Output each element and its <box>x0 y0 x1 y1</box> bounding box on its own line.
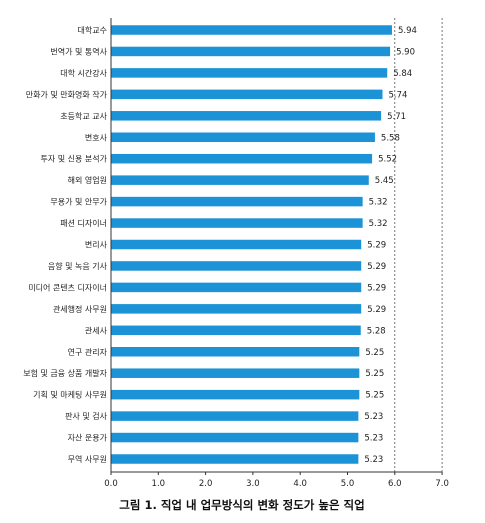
x-tick-label: 5.0 <box>341 479 355 489</box>
category-label: 초등학교 교사 <box>60 111 107 121</box>
value-label: 5.58 <box>381 133 400 143</box>
bar <box>111 153 373 164</box>
value-label: 5.28 <box>367 326 386 336</box>
bar <box>111 132 375 142</box>
category-label: 관세사 <box>85 325 108 335</box>
bar <box>111 368 360 378</box>
category-label: 무역 사무원 <box>68 454 107 464</box>
bar <box>111 347 360 357</box>
category-label: 관세행정 사무원 <box>53 304 107 314</box>
bar <box>111 46 391 57</box>
category-label: 보험 및 금융 상품 개발자 <box>23 368 107 378</box>
bar <box>111 325 361 336</box>
bar <box>111 25 392 35</box>
x-tick-label: 1.0 <box>152 479 166 489</box>
bar <box>111 218 363 228</box>
x-tick-label: 2.0 <box>199 479 213 489</box>
x-tick-label: 7.0 <box>435 479 449 489</box>
x-tick-label: 4.0 <box>293 479 307 489</box>
value-label: 5.32 <box>369 219 388 229</box>
category-label: 만화가 및 만화영화 작가 <box>26 89 108 99</box>
bar <box>111 282 362 293</box>
value-label: 5.23 <box>364 455 383 465</box>
value-label: 5.29 <box>367 305 386 315</box>
category-label: 음향 및 녹음 기사 <box>48 261 108 271</box>
category-label: 미디어 콘텐츠 디자이너 <box>28 282 107 292</box>
value-label: 5.52 <box>378 155 397 165</box>
bar <box>111 261 362 271</box>
bars <box>111 25 392 464</box>
bar <box>111 68 388 78</box>
value-label: 5.23 <box>364 434 383 444</box>
value-label: 5.25 <box>365 369 384 379</box>
category-label: 연구 관리자 <box>68 347 108 357</box>
value-label: 5.32 <box>369 198 388 208</box>
x-tick-label: 3.0 <box>246 479 260 489</box>
x-axis-ticks: 0.0 1.0 2.0 3.0 4.0 5.0 6.0 7.0 <box>104 472 449 489</box>
bar <box>111 432 359 443</box>
bar <box>111 389 360 400</box>
x-tick-label: 0.0 <box>104 479 118 489</box>
value-label: 5.29 <box>367 283 386 293</box>
value-label: 5.71 <box>387 112 406 122</box>
chart-title: 그림 1. 직업 내 업무방식의 변화 정도가 높은 직업 <box>119 498 364 512</box>
value-label: 5.25 <box>365 391 384 401</box>
bar <box>111 111 382 121</box>
value-label: 5.29 <box>367 241 386 251</box>
category-label: 번역가 및 통역사 <box>50 46 107 56</box>
bar <box>111 454 359 464</box>
category-label: 무용가 및 안무가 <box>50 197 107 207</box>
value-label: 5.29 <box>367 262 386 272</box>
value-label: 5.90 <box>396 47 415 57</box>
bar <box>111 89 383 100</box>
category-label: 자산 운용가 <box>68 433 108 443</box>
bar <box>111 239 362 250</box>
category-label: 판사 및 검사 <box>65 411 108 421</box>
category-label: 대학교수 <box>78 25 107 35</box>
value-label: 5.45 <box>375 176 394 186</box>
category-label: 변호사 <box>85 132 108 142</box>
bar <box>111 196 363 207</box>
bar <box>111 175 369 185</box>
category-label: 해외 영업원 <box>68 175 107 185</box>
value-label: 5.94 <box>398 26 417 36</box>
x-tick-label: 6.0 <box>388 479 402 489</box>
value-label: 5.84 <box>393 69 412 79</box>
value-label: 5.23 <box>364 412 383 422</box>
category-label: 패션 디자이너 <box>60 218 107 228</box>
value-label: 5.74 <box>389 90 408 100</box>
category-label: 대학 시간강사 <box>60 68 107 78</box>
value-labels: 5.94 5.90 5.84 5.74 5.71 5.58 5.52 5.45 5.32 5.32… <box>364 26 417 465</box>
bar <box>111 411 359 421</box>
bar <box>111 304 362 314</box>
category-label: 투자 및 신용 분석가 <box>40 154 107 164</box>
value-label: 5.25 <box>365 348 384 358</box>
category-label: 변리사 <box>85 240 108 250</box>
category-label: 기획 및 마케팅 사무원 <box>33 390 107 400</box>
grid-lines <box>394 18 443 472</box>
